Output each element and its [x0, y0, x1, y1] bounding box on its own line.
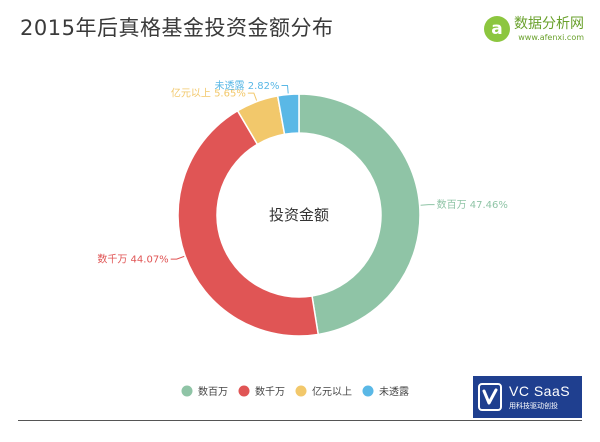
data-label-4: 未透露 2.82% — [215, 80, 280, 92]
donut-center-label: 投资金额 — [269, 206, 329, 224]
data-label-3: 亿元以上 5.65% — [171, 87, 246, 100]
data-labels: 数百万 47.46% 数千万 44.07% 亿元以上 5.65%未透露 2.82% — [97, 80, 508, 266]
afenxi-logo: a 数据分析网 www.afenxi.com — [484, 16, 584, 42]
donut-slices — [177, 93, 421, 337]
legend-item-2[interactable]: 数千万 — [238, 385, 286, 398]
afenxi-logo-icon: a — [484, 16, 510, 42]
legend-label-4: 未透露 — [379, 386, 409, 398]
legend-swatch-1 — [181, 385, 193, 397]
vc-saas-logo-icon — [473, 376, 507, 418]
legend-label-3: 亿元以上 — [312, 385, 352, 398]
logo-url: www.afenxi.com — [518, 32, 584, 42]
legend-swatch-3 — [295, 385, 307, 397]
legend-item-3[interactable]: 亿元以上 — [295, 385, 353, 398]
data-label-1: 数百万 47.46% — [437, 198, 508, 211]
chart-legend: 数百万 数千万 亿元以上 未透露 — [181, 385, 410, 399]
donut-slice-2 — [177, 109, 320, 337]
legend-item-1[interactable]: 数百万 — [181, 385, 229, 398]
legend-item-4[interactable]: 未透露 — [362, 385, 410, 399]
donut-slice-1 — [298, 93, 421, 336]
donut-slice-4 — [276, 93, 300, 136]
legend-swatch-4 — [362, 385, 374, 397]
legend-swatch-2 — [238, 385, 250, 397]
logo-name: 数据分析网 — [514, 15, 584, 32]
leader-line-4 — [281, 85, 289, 94]
label-leader-lines — [170, 85, 435, 260]
vc-saas-brand: VC SaaS — [509, 383, 571, 399]
legend-label-1: 数百万 — [198, 385, 228, 398]
bottom-divider — [18, 420, 582, 421]
vc-saas-slogan: 用科技驱动创投 — [509, 402, 558, 410]
legend-label-2: 数千万 — [255, 385, 285, 398]
vc-saas-badge: VC SaaS 用科技驱动创投 — [473, 376, 582, 418]
leader-line-1 — [420, 204, 435, 206]
leader-line-3 — [247, 92, 258, 101]
data-label-2: 数千万 44.07% — [97, 253, 168, 266]
page-title: 2015年后真格基金投资金额分布 — [20, 16, 334, 40]
leader-line-2 — [170, 255, 185, 260]
